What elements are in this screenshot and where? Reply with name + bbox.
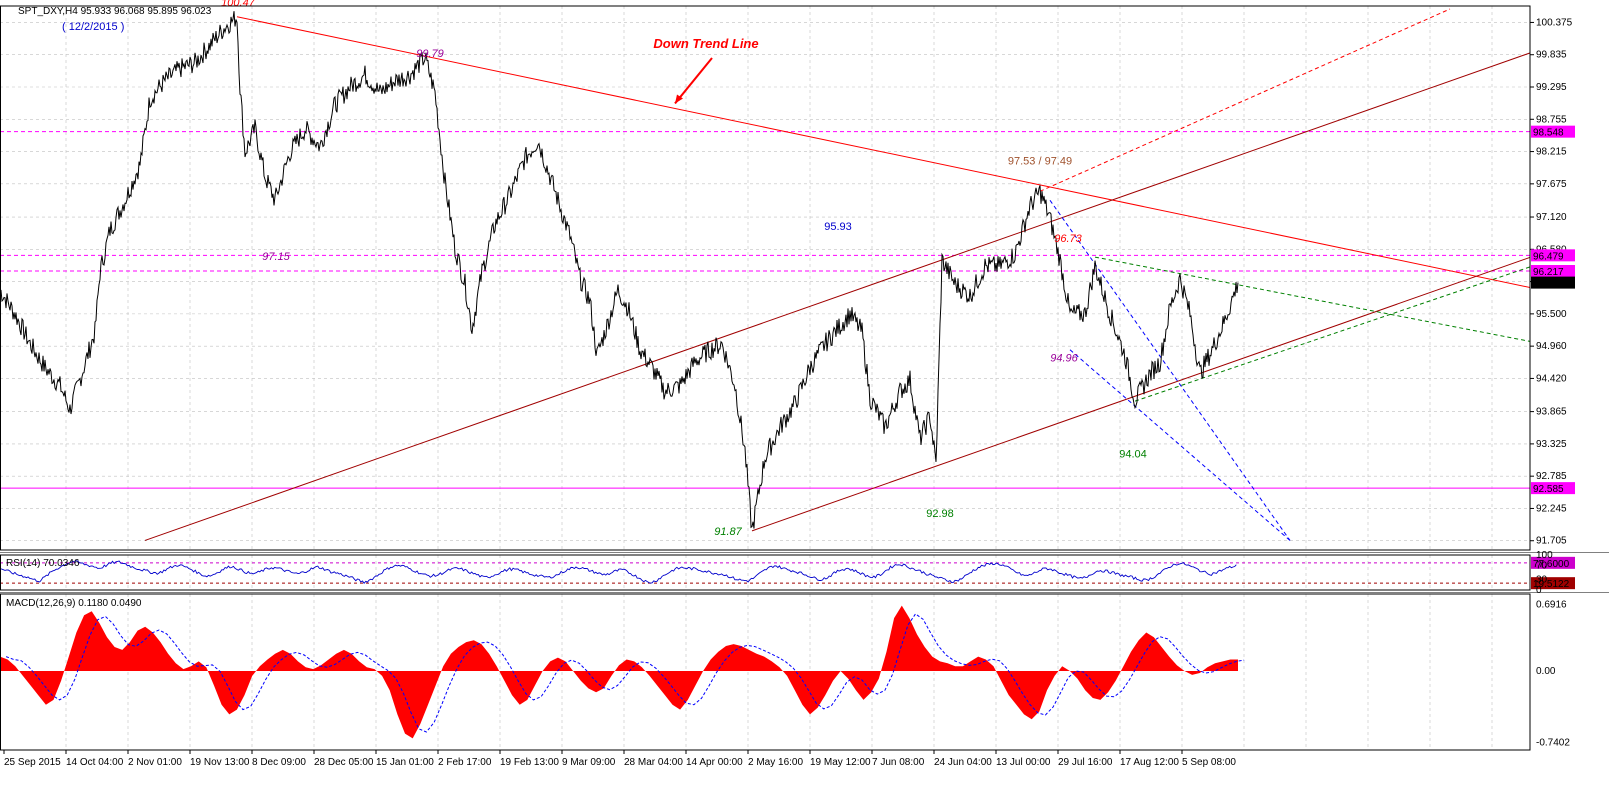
annotation-arrowhead	[675, 94, 683, 104]
price-annotation: 95.93	[824, 221, 852, 233]
price-level-box	[1531, 265, 1575, 278]
panel-frame	[0, 5, 1531, 551]
rsi-axis-tick-label: 30	[1536, 575, 1548, 586]
price-level-label: 96.217	[1533, 267, 1564, 278]
trend-line	[1039, 8, 1451, 192]
rsi-level-label: 19.5122	[1533, 579, 1570, 590]
trend-line	[144, 52, 1530, 541]
macd-signal-line	[5, 613, 1245, 733]
rsi-level-box	[1531, 556, 1575, 569]
rsi-line	[0, 560, 1237, 585]
rsi-level-box	[1531, 577, 1575, 590]
trend-line	[1094, 256, 1530, 342]
time-axis-label: 25 Sep 2015	[4, 757, 61, 768]
price-axis-tick-label: 100.375	[1536, 17, 1573, 28]
rsi-level-label: 77.6000	[1533, 559, 1570, 570]
price-axis-tick-label: 91.705	[1536, 536, 1567, 547]
rsi-axis-tick-label: 100	[1536, 550, 1553, 561]
price-level-label: 98.548	[1533, 128, 1564, 139]
time-axis-label: 13 Jul 00:00	[996, 757, 1051, 768]
price-axis-tick-label: 99.295	[1536, 82, 1567, 93]
price-level-label: 96.479	[1533, 251, 1564, 262]
price-axis-tick-label: 93.865	[1536, 407, 1567, 418]
current-price-box	[1531, 276, 1575, 289]
macd-panel-header: MACD(12,26,9) 0.1180 0.0490	[6, 598, 142, 609]
price-annotation: 99.79	[416, 48, 444, 60]
price-level-box	[1531, 125, 1575, 138]
date-note: ( 12/2/2015 )	[62, 21, 124, 33]
time-axis-label: 7 Jun 08:00	[872, 757, 925, 768]
rsi-axis-tick-label: 70	[1536, 561, 1548, 572]
price-axis-tick-label: 97.120	[1536, 212, 1567, 223]
trend-line	[1049, 199, 1291, 541]
price-annotation: 94.04	[1119, 448, 1147, 460]
time-axis-label: 28 Mar 04:00	[624, 757, 683, 768]
time-axis-label: 9 Mar 09:00	[562, 757, 616, 768]
price-axis-tick-label: 94.420	[1536, 373, 1567, 384]
time-axis-label: 8 Dec 09:00	[252, 757, 306, 768]
time-axis-label: 24 Jun 04:00	[934, 757, 992, 768]
price-panel-header: SPT_DXY,H4 95.933 96.068 95.895 96.023	[18, 6, 212, 17]
price-annotation: 97.53 / 97.49	[1008, 155, 1072, 167]
time-axis-label: 19 Feb 13:00	[500, 757, 559, 768]
time-axis-label: 19 May 12:00	[810, 757, 871, 768]
time-axis-label: 14 Oct 04:00	[66, 757, 124, 768]
panel-frame	[0, 593, 1531, 751]
macd-histogram	[0, 605, 1238, 739]
price-axis-tick-label: 92.245	[1536, 503, 1567, 514]
price-level-box	[1531, 482, 1575, 495]
time-axis-label: 5 Sep 08:00	[1182, 757, 1236, 768]
macd-axis-tick-label: 0.00	[1536, 666, 1556, 677]
time-axis-label: 15 Jan 01:00	[376, 757, 434, 768]
price-axis-tick-label: 95.500	[1536, 309, 1567, 320]
price-annotation: 92.98	[926, 508, 954, 520]
current-price-label: 96.023	[1533, 279, 1564, 290]
price-annotation: 96.73	[1054, 233, 1082, 245]
time-axis-label: 17 Aug 12:00	[1120, 757, 1179, 768]
price-series-line	[0, 11, 1239, 529]
price-annotation: Down Trend Line	[653, 36, 758, 51]
time-axis-label: 2 May 16:00	[748, 757, 803, 768]
time-axis-label: 14 Apr 00:00	[686, 757, 743, 768]
price-annotation: 91.87	[714, 526, 742, 538]
rsi-axis-tick-label: 0	[1536, 585, 1542, 596]
price-level-label: 92.585	[1533, 484, 1564, 495]
trend-line	[236, 16, 1530, 289]
time-axis-label: 2 Feb 17:00	[438, 757, 492, 768]
time-axis-label: 28 Dec 05:00	[314, 757, 374, 768]
price-axis-tick-label: 98.215	[1536, 147, 1567, 158]
price-annotation: 97.15	[262, 251, 290, 263]
price-axis-tick-label: 98.755	[1536, 114, 1567, 125]
price-annotation: 100.47	[221, 0, 256, 9]
price-level-box	[1531, 249, 1575, 262]
price-annotation: 94.96	[1050, 353, 1078, 365]
macd-axis-tick-label: -0.7402	[1536, 737, 1570, 748]
annotation-arrow	[674, 57, 713, 105]
rsi-panel-header: RSI(14) 70.0346	[6, 558, 80, 569]
price-axis-tick-label: 99.835	[1536, 50, 1567, 61]
price-axis-tick-label: 92.785	[1536, 471, 1567, 482]
panel-frame	[0, 554, 1531, 591]
macd-axis-tick-label: 0.6916	[1536, 599, 1567, 610]
price-axis-tick-label: 97.675	[1536, 179, 1567, 190]
time-axis-label: 29 Jul 16:00	[1058, 757, 1113, 768]
price-axis-tick-label: 93.325	[1536, 439, 1567, 450]
time-axis-label: 19 Nov 13:00	[190, 757, 250, 768]
price-axis-tick-label: 94.960	[1536, 341, 1567, 352]
time-axis-label: 2 Nov 01:00	[128, 757, 182, 768]
